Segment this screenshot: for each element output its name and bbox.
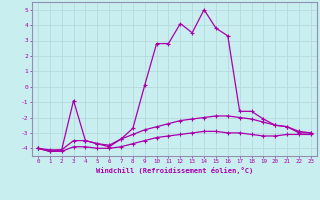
X-axis label: Windchill (Refroidissement éolien,°C): Windchill (Refroidissement éolien,°C): [96, 167, 253, 174]
